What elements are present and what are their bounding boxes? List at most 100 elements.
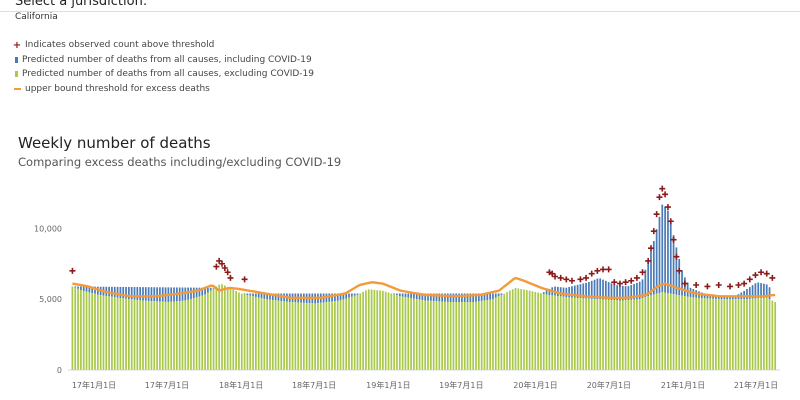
bar-including — [446, 293, 449, 302]
bar-excluding — [342, 299, 345, 370]
bar-including — [74, 286, 77, 288]
legend-label-excluding: Predicted number of deaths from all caus… — [22, 69, 315, 80]
bar-including — [500, 293, 503, 296]
bar-excluding — [463, 302, 466, 370]
bar-excluding — [675, 294, 678, 370]
observed-plus-marker — [681, 280, 688, 287]
bar-excluding — [551, 295, 554, 370]
bar-excluding — [390, 293, 393, 370]
bar-excluding — [319, 302, 322, 370]
bar-excluding — [573, 297, 576, 370]
bar-including — [452, 293, 455, 302]
bar-excluding — [339, 300, 342, 370]
bar-including — [627, 286, 630, 301]
bar-excluding — [252, 296, 254, 370]
bar-including — [184, 287, 187, 301]
bar-including — [201, 287, 204, 296]
observed-plus-marker — [552, 273, 559, 280]
bar-including — [748, 287, 751, 299]
bar-excluding — [689, 296, 692, 370]
bar-swatch-icon — [15, 71, 18, 78]
legend-item-observed: + Indicates observed count above thresho… — [12, 38, 314, 53]
observed-plus-marker — [735, 282, 742, 288]
bar-excluding — [396, 295, 398, 370]
bar-including — [348, 293, 350, 298]
threshold-line — [72, 276, 776, 299]
bar-excluding — [602, 299, 604, 370]
bar-excluding — [466, 302, 469, 370]
bar-including — [438, 293, 441, 302]
bar-including — [192, 287, 195, 299]
bar-excluding — [187, 299, 189, 370]
observed-plus-marker — [622, 279, 629, 286]
bar-including — [729, 297, 731, 300]
observed-plus-marker — [763, 270, 770, 277]
bar-excluding — [449, 302, 452, 370]
bar-including — [655, 229, 658, 294]
bar-including — [257, 293, 260, 298]
x-tick-label: 17年7月1日 — [145, 380, 189, 390]
bar-including — [266, 293, 269, 300]
bar-excluding — [82, 290, 85, 370]
bar-excluding — [359, 293, 362, 370]
bar-excluding — [139, 300, 142, 370]
bar-excluding — [269, 299, 271, 370]
bar-excluding — [116, 297, 119, 370]
bar-excluding — [173, 301, 175, 370]
bar-excluding — [209, 290, 212, 370]
bar-excluding — [257, 297, 260, 370]
bar-excluding — [274, 300, 277, 370]
bar-excluding — [562, 296, 565, 370]
bar-including — [633, 283, 635, 300]
bar-excluding — [382, 290, 384, 370]
observed-plus-marker — [221, 265, 228, 271]
jurisdiction-select[interactable]: California — [15, 12, 58, 22]
bar-excluding — [223, 285, 226, 370]
bar-excluding — [325, 302, 328, 370]
bar-excluding — [613, 300, 616, 370]
bar-including — [113, 286, 116, 298]
bar-excluding — [424, 300, 427, 370]
bar-including — [588, 282, 590, 299]
bar-excluding — [765, 297, 768, 370]
bar-excluding — [751, 298, 754, 370]
bar-including — [596, 278, 599, 300]
bar-including — [209, 287, 212, 291]
bar-excluding — [621, 300, 624, 370]
bar-including — [128, 286, 130, 299]
bar-including — [621, 285, 624, 301]
bar-including — [190, 287, 192, 300]
bar-including — [678, 258, 681, 296]
bar-including — [410, 293, 412, 299]
bar-excluding — [658, 292, 661, 370]
bar-excluding — [99, 295, 102, 370]
bar-excluding — [308, 303, 311, 370]
legend: + Indicates observed count above thresho… — [12, 38, 314, 96]
bar-including — [486, 293, 489, 300]
bar-excluding — [599, 299, 602, 370]
bar-excluding — [300, 302, 302, 370]
bar-excluding — [291, 302, 294, 370]
bar-excluding — [147, 300, 150, 370]
bar-excluding — [528, 290, 531, 370]
bar-excluding — [480, 300, 483, 370]
bar-including — [717, 296, 720, 300]
bar-excluding — [153, 301, 156, 370]
bar-including — [274, 293, 277, 301]
bar-excluding — [218, 284, 221, 370]
bar-excluding — [240, 293, 243, 370]
bar-excluding — [537, 292, 539, 370]
bar-excluding — [585, 298, 587, 370]
bar-including — [763, 283, 765, 298]
bar-excluding — [88, 292, 91, 370]
bar-including — [441, 293, 444, 302]
bar-including — [751, 285, 754, 299]
bar-including — [743, 290, 745, 300]
bar-excluding — [334, 301, 336, 370]
bar-including — [641, 279, 644, 299]
bar-including — [571, 286, 573, 298]
bar-including — [331, 293, 333, 302]
bar-excluding — [774, 302, 777, 370]
bar-including — [703, 293, 706, 299]
bar-including — [757, 282, 760, 299]
